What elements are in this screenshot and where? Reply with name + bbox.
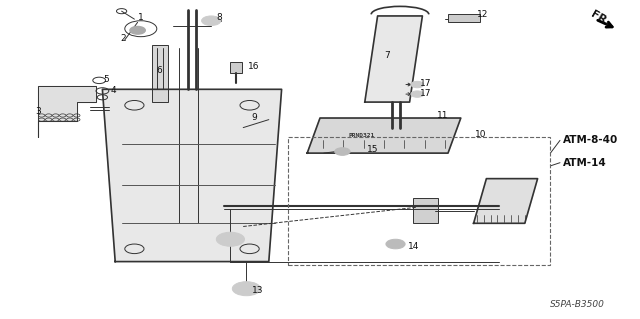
Polygon shape bbox=[38, 86, 96, 137]
Polygon shape bbox=[102, 89, 282, 262]
Polygon shape bbox=[307, 118, 461, 153]
FancyArrowPatch shape bbox=[406, 93, 411, 95]
Text: 12: 12 bbox=[477, 10, 488, 19]
Text: 3: 3 bbox=[35, 107, 41, 116]
Text: 8: 8 bbox=[216, 13, 222, 22]
Text: 7: 7 bbox=[384, 51, 390, 60]
Bar bbox=[288, 137, 550, 265]
Text: 13: 13 bbox=[252, 286, 263, 295]
Circle shape bbox=[335, 148, 350, 155]
Bar bbox=[413, 198, 438, 223]
Text: ATM-8-40: ATM-8-40 bbox=[563, 135, 618, 145]
Text: 9: 9 bbox=[252, 113, 257, 122]
Text: 17: 17 bbox=[420, 89, 431, 98]
Text: 16: 16 bbox=[248, 62, 260, 71]
Circle shape bbox=[411, 81, 424, 88]
Text: 4: 4 bbox=[111, 86, 116, 95]
Text: FR.: FR. bbox=[589, 9, 612, 28]
Text: ATM-14: ATM-14 bbox=[563, 158, 607, 168]
Circle shape bbox=[232, 282, 260, 296]
Circle shape bbox=[386, 239, 405, 249]
Circle shape bbox=[411, 91, 424, 97]
Text: 1: 1 bbox=[138, 13, 143, 22]
Text: 5: 5 bbox=[104, 75, 109, 84]
Circle shape bbox=[216, 232, 244, 246]
Text: S5PA-B3500: S5PA-B3500 bbox=[550, 300, 605, 309]
Text: 6: 6 bbox=[157, 66, 163, 75]
Text: 17: 17 bbox=[420, 79, 431, 88]
Text: 14: 14 bbox=[408, 242, 420, 251]
Circle shape bbox=[130, 26, 145, 34]
Text: PRND321: PRND321 bbox=[348, 133, 375, 138]
Bar bbox=[448, 14, 480, 22]
Text: 15: 15 bbox=[367, 145, 379, 154]
Circle shape bbox=[202, 16, 221, 26]
Text: 10: 10 bbox=[475, 130, 486, 139]
Polygon shape bbox=[474, 179, 538, 223]
Text: 11: 11 bbox=[437, 111, 449, 120]
Bar bbox=[152, 45, 168, 102]
Text: 2: 2 bbox=[120, 34, 126, 43]
Bar bbox=[230, 62, 242, 73]
Polygon shape bbox=[365, 16, 422, 102]
FancyArrowPatch shape bbox=[406, 83, 411, 86]
